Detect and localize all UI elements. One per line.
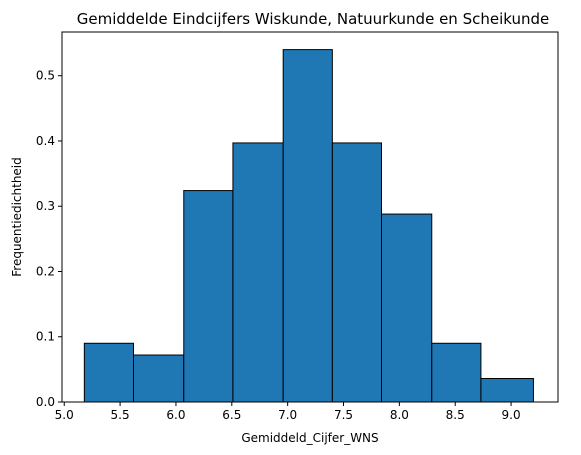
histogram-bar-0 xyxy=(83,342,134,403)
histogram-bar-2 xyxy=(183,190,234,403)
y-tick-label-4: 0.4 xyxy=(36,134,55,148)
histogram-bar-4 xyxy=(282,49,333,403)
x-tick-label-1: 5.5 xyxy=(111,408,130,422)
x-tick-label-8: 9.0 xyxy=(502,408,521,422)
x-tick-label-2: 6.0 xyxy=(166,408,185,422)
x-tick-label-7: 8.5 xyxy=(446,408,465,422)
x-axis-ticks: 5.0 5.5 6.0 6.5 7.0 7.5 8.0 8.5 9.0 xyxy=(55,402,521,422)
x-tick-label-5: 7.5 xyxy=(334,408,353,422)
chart-title: Gemiddelde Eindcijfers Wiskunde, Natuurk… xyxy=(77,10,550,28)
histogram-bar-7 xyxy=(431,342,482,403)
plot-frame xyxy=(61,31,559,403)
y-axis-label: Frequentiedichtheid xyxy=(10,157,24,277)
y-tick-label-3: 0.3 xyxy=(36,199,55,213)
x-tick-label-4: 7.0 xyxy=(278,408,297,422)
y-tick-label-5: 0.5 xyxy=(36,69,55,83)
y-axis-ticks: 0.0 0.1 0.2 0.3 0.4 0.5 xyxy=(36,69,62,409)
y-tick-label-0: 0.0 xyxy=(36,395,55,409)
histogram-bar-8 xyxy=(480,378,534,403)
histogram-bar-3 xyxy=(232,142,284,403)
histogram-bar-1 xyxy=(132,354,185,403)
x-axis-label: Gemiddeld_Cijfer_WNS xyxy=(241,431,378,445)
y-tick-label-1: 0.1 xyxy=(36,330,55,344)
histogram-bar-5 xyxy=(331,142,382,403)
x-tick-label-3: 6.5 xyxy=(222,408,241,422)
bars-group xyxy=(83,49,534,403)
x-tick-label-6: 8.0 xyxy=(390,408,409,422)
y-tick-label-2: 0.2 xyxy=(36,264,55,278)
histogram-bar-6 xyxy=(380,213,433,403)
x-tick-label-0: 5.0 xyxy=(55,408,74,422)
